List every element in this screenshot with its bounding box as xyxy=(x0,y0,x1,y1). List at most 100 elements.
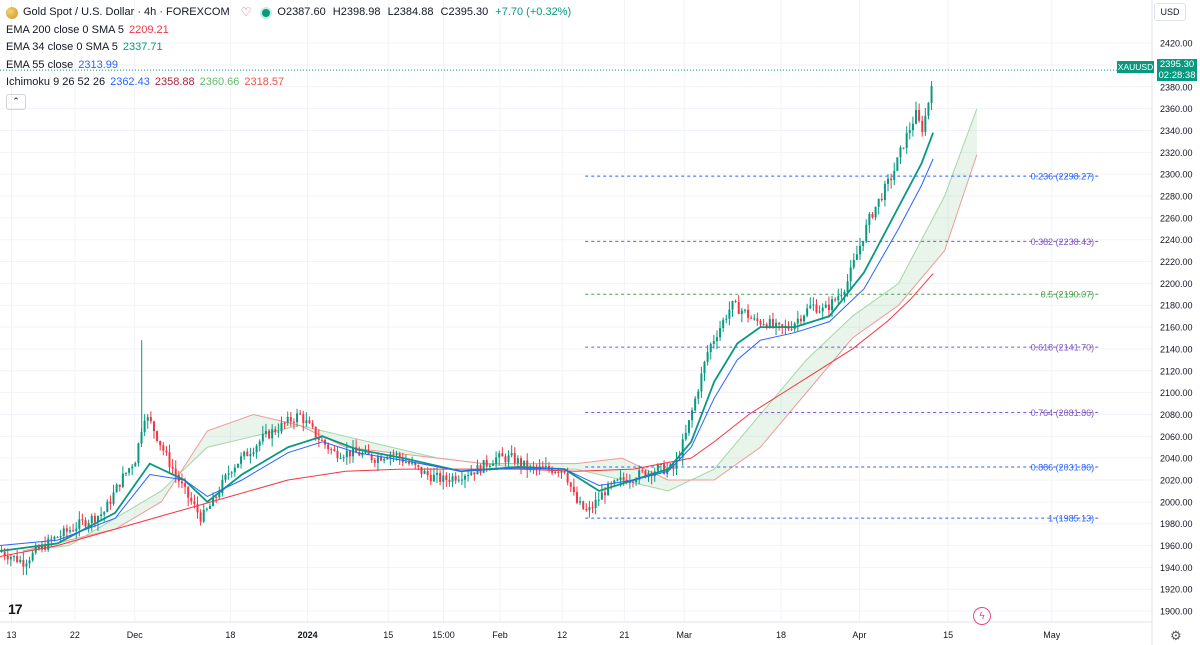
candle-body xyxy=(516,458,519,464)
currency-selector[interactable]: USD xyxy=(1154,3,1186,21)
indicator-value: 2362.43 xyxy=(110,76,150,88)
candle-body xyxy=(616,479,619,481)
candle-body xyxy=(656,464,659,472)
candle-body xyxy=(840,294,843,297)
gear-icon[interactable]: ⚙ xyxy=(1170,628,1182,643)
candle-body xyxy=(221,479,224,494)
price-tick-label: 2240.00 xyxy=(1160,235,1193,245)
candle-body xyxy=(740,310,743,314)
candle-body xyxy=(311,423,314,427)
candle-body xyxy=(579,501,582,503)
candle-body xyxy=(513,453,516,464)
candle-body xyxy=(700,373,703,392)
candle-body xyxy=(560,470,563,473)
candle-body xyxy=(728,309,731,319)
time-tick-label: 2024 xyxy=(298,630,318,640)
symbol-title[interactable]: Gold Spot / U.S. Dollar · 4h · FOREXCOM xyxy=(23,6,230,18)
candle-body xyxy=(84,520,87,527)
candle-body xyxy=(715,337,718,342)
price-tick-label: 2040.00 xyxy=(1160,454,1193,464)
candle-body xyxy=(585,508,588,511)
candle-body xyxy=(286,416,289,423)
candle-body xyxy=(622,477,625,480)
tradingview-logo-icon[interactable]: 17 xyxy=(8,601,23,617)
candle-body xyxy=(348,450,351,457)
price-tick-label: 2360.00 xyxy=(1160,104,1193,114)
indicator-value: 2209.21 xyxy=(129,23,169,36)
gold-coin-icon xyxy=(6,6,18,19)
candle-body xyxy=(697,391,700,399)
candle-body xyxy=(215,496,218,498)
candle-body xyxy=(414,462,417,466)
indicator-row[interactable]: EMA 200 close 0 SMA 5 2209.21 xyxy=(6,22,580,40)
fib-level-label: 0.236 (2298.27) xyxy=(1031,172,1095,182)
indicator-row[interactable]: Ichimoku 9 26 52 26 2362.43 2358.88 2360.66… xyxy=(6,74,580,92)
time-tick-label: Dec xyxy=(127,630,144,640)
candle-body xyxy=(93,515,96,523)
candle-body xyxy=(115,484,118,493)
candle-body xyxy=(519,458,522,467)
candle-body xyxy=(258,441,261,446)
candle-body xyxy=(877,198,880,207)
candle-body xyxy=(659,463,662,465)
candle-body xyxy=(803,315,806,322)
candle-body xyxy=(831,299,834,311)
candle-body xyxy=(703,361,706,374)
candle-body xyxy=(361,452,364,456)
candle-body xyxy=(591,507,594,509)
candle-body xyxy=(121,473,124,487)
fib-level-label: 0.5 (2190.07) xyxy=(1041,290,1095,300)
indicator-row[interactable]: EMA 34 close 0 SMA 5 2337.71 xyxy=(6,39,580,57)
candle-body xyxy=(193,501,196,505)
candle-body xyxy=(149,416,152,422)
candle-body xyxy=(834,299,837,301)
candle-body xyxy=(96,516,99,523)
time-tick-label: 18 xyxy=(225,630,235,640)
candle-body xyxy=(619,477,622,480)
heart-icon[interactable]: ♡ xyxy=(240,5,252,19)
ema-line xyxy=(0,273,934,557)
candle-body xyxy=(930,86,933,103)
indicator-row[interactable]: EMA 55 close 2313.99 xyxy=(6,57,580,75)
candle-body xyxy=(709,343,712,353)
candle-body xyxy=(202,509,205,522)
price-tick-label: 2140.00 xyxy=(1160,344,1193,354)
ema-line xyxy=(0,158,934,547)
flash-icon[interactable]: ϟ xyxy=(973,607,991,625)
candle-body xyxy=(255,445,258,453)
candle-body xyxy=(196,504,199,513)
candle-body xyxy=(523,460,526,467)
candle-body xyxy=(613,480,616,484)
time-tick-label: 15 xyxy=(383,630,393,640)
candle-body xyxy=(224,474,227,480)
current-price-value: 2395.30 xyxy=(1159,59,1195,70)
time-tick-label: Feb xyxy=(492,630,508,640)
candle-body xyxy=(162,445,165,451)
candle-body xyxy=(417,465,420,467)
candle-body xyxy=(862,241,865,246)
candle-body xyxy=(109,501,112,504)
time-tick-label: 12 xyxy=(557,630,567,640)
collapse-legend-button[interactable]: ⌃ xyxy=(6,93,26,110)
candle-body xyxy=(12,555,15,558)
candle-body xyxy=(156,431,159,441)
candle-body xyxy=(249,454,252,457)
time-tick-label: 13 xyxy=(7,630,17,640)
candle-body xyxy=(756,318,759,322)
candle-body xyxy=(429,475,432,482)
indicator-value: 2318.57 xyxy=(244,76,285,88)
candle-body xyxy=(168,452,171,468)
indicator-value: 2360.66 xyxy=(199,76,240,88)
candle-body xyxy=(722,319,725,329)
candle-body xyxy=(883,183,886,200)
candle-body xyxy=(678,457,681,459)
candle-body xyxy=(261,434,264,442)
candle-body xyxy=(227,473,230,475)
candle-body xyxy=(859,245,862,255)
candle-body xyxy=(607,483,610,496)
candle-body xyxy=(268,430,271,439)
candle-body xyxy=(280,422,283,432)
candle-body xyxy=(72,530,75,532)
price-tick-label: 2320.00 xyxy=(1160,148,1193,158)
